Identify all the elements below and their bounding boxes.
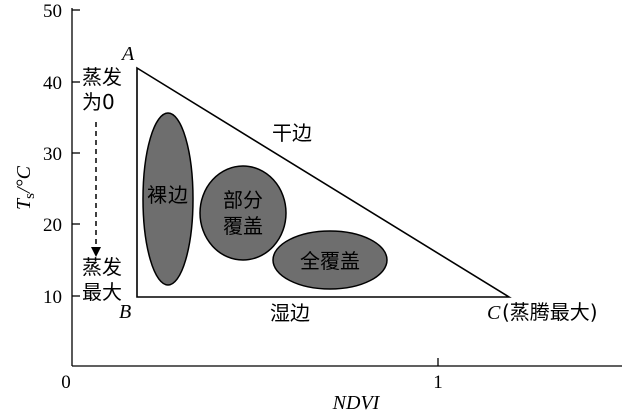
y-tick-label-10: 10	[43, 287, 62, 308]
vertex-b-label: B	[119, 301, 131, 323]
origin-label: 0	[61, 372, 71, 393]
bare-soil-label-2: 边	[168, 183, 188, 207]
partial-cover-label-1: 部分	[223, 188, 263, 212]
vertex-a-label: A	[120, 43, 135, 65]
bare-soil-label-1: 裸	[147, 183, 167, 207]
vertex-c-note: (蒸腾最大)	[502, 300, 598, 324]
y-tick-label-30: 30	[43, 144, 62, 165]
x-axis-title: NDVI	[332, 392, 381, 414]
y-tick-label-40: 40	[43, 73, 62, 94]
y-axis-title-main: T	[13, 197, 35, 210]
y-axis-title-sub: s	[22, 193, 38, 199]
x-tick-label-1: 1	[433, 372, 443, 393]
vertex-c-label: C	[487, 302, 501, 324]
partial-cover-label-2: 覆盖	[223, 214, 263, 238]
evap-zero-line1: 蒸发	[82, 65, 122, 89]
y-tick-label-50: 50	[43, 1, 62, 22]
ts-ndvi-triangle	[136, 66, 512, 298]
full-cover-region	[272, 230, 388, 290]
evap-max-line2: 最大	[82, 280, 122, 304]
evap-max-line1: 蒸发	[82, 255, 122, 279]
wet-edge-label: 湿边	[270, 301, 310, 325]
full-cover-label: 全覆盖	[300, 249, 360, 273]
y-axis-title-unit: /°C	[13, 165, 35, 194]
partial-cover-region	[199, 165, 287, 261]
y-tick-label-20: 20	[43, 215, 62, 236]
y-axis-title: Ts/°C	[13, 165, 38, 210]
evap-zero-line2: 为0	[82, 90, 115, 114]
dry-edge-label: 干边	[272, 121, 312, 145]
bare-soil-region	[142, 112, 194, 286]
